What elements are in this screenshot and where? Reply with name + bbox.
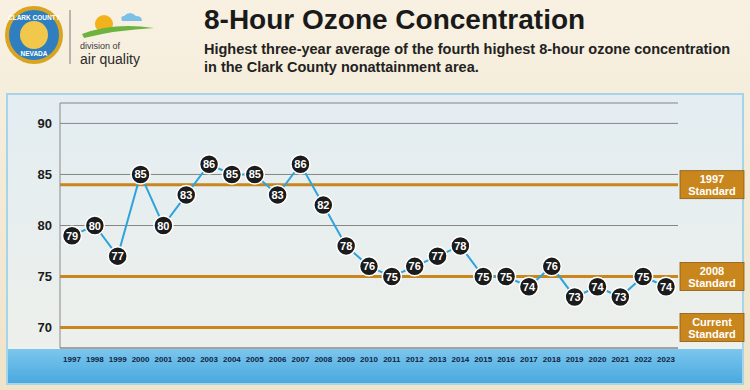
svg-text:77: 77 [431,250,443,262]
svg-text:2011: 2011 [383,355,401,364]
svg-text:2008: 2008 [700,265,724,277]
svg-text:2015: 2015 [474,355,492,364]
svg-text:78: 78 [454,240,466,252]
svg-text:85: 85 [226,168,238,180]
svg-text:74: 74 [523,281,536,293]
svg-text:83: 83 [180,189,192,201]
svg-text:1997: 1997 [700,173,724,185]
svg-text:80: 80 [38,218,52,233]
svg-text:76: 76 [409,260,421,272]
svg-text:Current: Current [692,316,732,328]
svg-text:2009: 2009 [337,355,355,364]
svg-text:75: 75 [500,271,512,283]
svg-text:2010: 2010 [360,355,378,364]
svg-text:85: 85 [249,168,261,180]
svg-text:2016: 2016 [497,355,515,364]
svg-text:75: 75 [38,269,52,284]
svg-text:2003: 2003 [200,355,218,364]
svg-text:75: 75 [386,271,398,283]
svg-text:82: 82 [317,199,329,211]
svg-text:80: 80 [157,220,169,232]
svg-text:2008: 2008 [314,355,332,364]
svg-text:1997: 1997 [63,355,81,364]
svg-text:78: 78 [340,240,352,252]
svg-text:air quality: air quality [80,51,140,67]
svg-text:74: 74 [591,281,604,293]
svg-text:85: 85 [38,167,52,182]
svg-text:86: 86 [203,158,215,170]
svg-text:2021: 2021 [611,355,629,364]
svg-text:70: 70 [38,320,52,335]
svg-text:Standard: Standard [688,277,736,289]
svg-text:2018: 2018 [543,355,561,364]
svg-text:73: 73 [614,291,626,303]
svg-text:2000: 2000 [132,355,150,364]
html-text:8-Hour Ozone Concentration: 8-Hour Ozone Concentration [204,4,586,35]
svg-text:2001: 2001 [154,355,172,364]
svg-text:74: 74 [660,281,673,293]
svg-text:2020: 2020 [589,355,607,364]
svg-text:CLARK COUNTY: CLARK COUNTY [8,14,61,21]
svg-text:2005: 2005 [246,355,264,364]
html-text:Highest three-year average of: Highest three-year average of the fourth… [204,41,731,75]
svg-text:73: 73 [568,291,580,303]
svg-text:1999: 1999 [109,355,127,364]
svg-text:2012: 2012 [406,355,424,364]
svg-text:2004: 2004 [223,355,241,364]
svg-text:Standard: Standard [688,185,736,197]
svg-text:80: 80 [89,220,101,232]
svg-text:2022: 2022 [634,355,652,364]
svg-text:2006: 2006 [269,355,287,364]
svg-text:2013: 2013 [429,355,447,364]
svg-text:76: 76 [546,260,558,272]
svg-text:2002: 2002 [177,355,195,364]
svg-text:1998: 1998 [86,355,104,364]
svg-text:76: 76 [363,260,375,272]
svg-text:2017: 2017 [520,355,538,364]
svg-text:75: 75 [637,271,649,283]
svg-text:division of: division of [80,41,121,51]
svg-text:83: 83 [271,189,283,201]
svg-text:77: 77 [112,250,124,262]
svg-text:NEVADA: NEVADA [21,50,48,57]
svg-text:2023: 2023 [657,355,675,364]
svg-text:79: 79 [66,230,78,242]
svg-text:2019: 2019 [566,355,584,364]
svg-text:75: 75 [477,271,489,283]
svg-text:2007: 2007 [292,355,310,364]
svg-text:85: 85 [134,168,146,180]
svg-text:90: 90 [38,116,52,131]
svg-text:2014: 2014 [451,355,469,364]
svg-text:Standard: Standard [688,328,736,340]
svg-text:86: 86 [294,158,306,170]
